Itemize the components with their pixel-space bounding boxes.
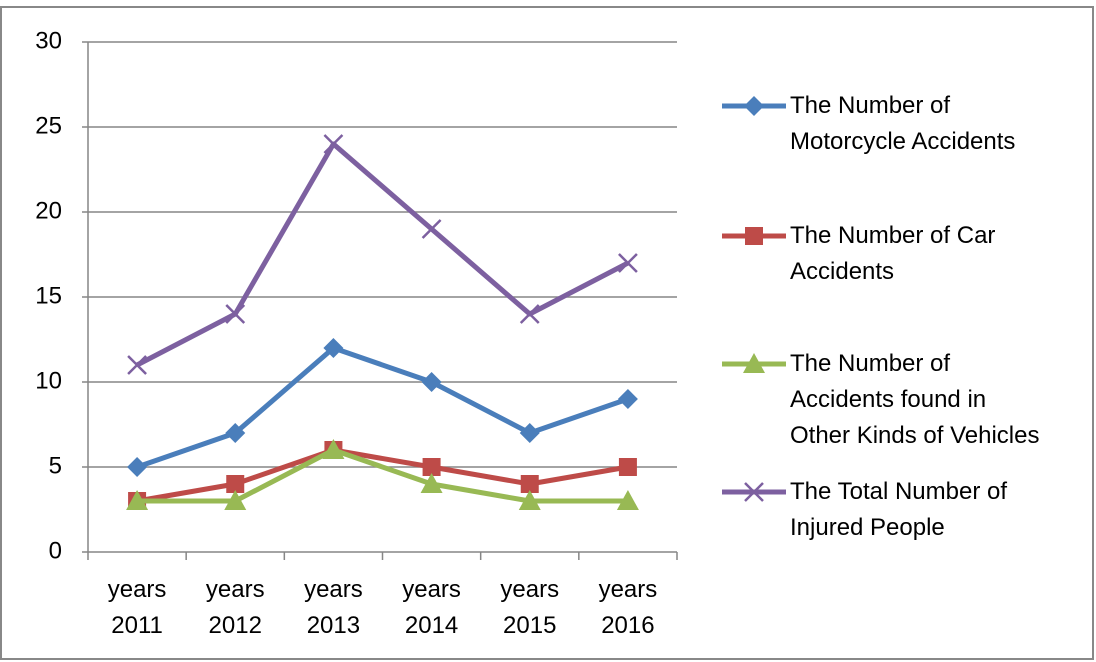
marker	[518, 490, 541, 510]
series-line	[136, 447, 629, 504]
marker	[322, 439, 345, 459]
marker	[744, 482, 764, 502]
x-tick-label: years 2015	[500, 576, 560, 639]
series-line	[137, 447, 628, 504]
y-tick-label: 5	[49, 452, 62, 479]
legend-label: The Number of Car Accidents	[790, 222, 996, 285]
marker	[224, 490, 247, 510]
y-tick-label: 30	[35, 27, 62, 54]
marker	[127, 355, 147, 375]
marker	[744, 96, 764, 116]
marker	[421, 219, 442, 239]
marker	[743, 353, 765, 373]
chart-border	[0, 6, 1094, 660]
marker	[126, 490, 149, 510]
x-tick-label: years 2014	[402, 576, 461, 639]
marker	[127, 457, 148, 477]
series-line	[136, 345, 629, 470]
y-tick-label: 0	[49, 537, 62, 564]
marker	[618, 458, 637, 476]
legend-label: The Total Number of Injured People	[790, 478, 1007, 541]
x-tick-label: years 2011	[107, 576, 167, 639]
y-tick-label: 20	[35, 197, 62, 224]
marker	[618, 253, 638, 273]
marker	[519, 423, 540, 443]
marker	[520, 475, 539, 493]
legend-label: The Number of Accidents found in Other K…	[790, 350, 1040, 449]
marker	[422, 458, 441, 476]
marker	[519, 304, 540, 324]
x-tick-label: years 2012	[205, 576, 265, 639]
marker	[420, 473, 443, 493]
marker	[745, 227, 763, 245]
x-tick-label: years 2016	[598, 576, 658, 639]
marker	[323, 134, 344, 154]
y-tick-label: 15	[35, 282, 62, 309]
y-tick-label: 10	[35, 367, 62, 394]
x-tick-label: years 2013	[304, 576, 363, 639]
marker	[323, 338, 344, 358]
series-line	[135, 141, 630, 368]
marker	[226, 475, 245, 493]
marker	[421, 372, 442, 392]
marker	[225, 304, 246, 324]
marker	[225, 423, 246, 443]
legend-label: The Number of Motorcycle Accidents	[790, 92, 1016, 155]
marker	[617, 389, 638, 409]
marker	[616, 490, 639, 510]
y-tick-label: 25	[35, 112, 62, 139]
